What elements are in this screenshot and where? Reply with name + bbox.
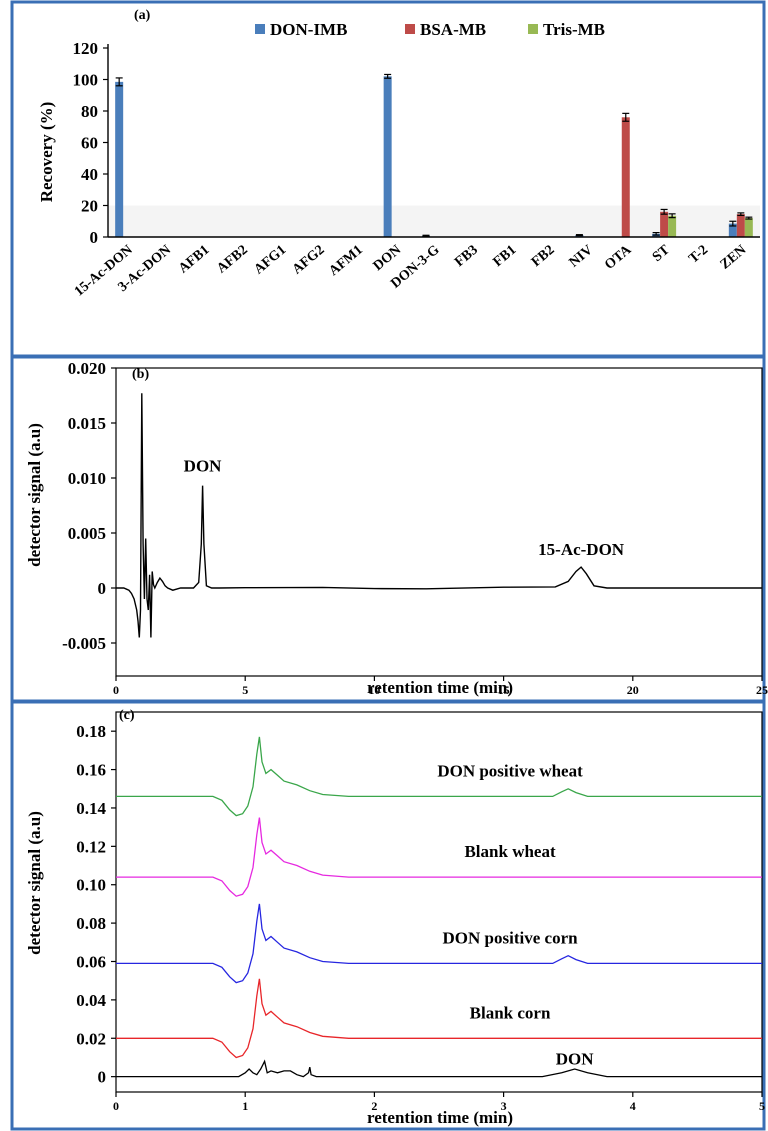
- panel-b-y-tick-label: 0.005: [68, 524, 106, 543]
- bar-bsa-mb: [660, 211, 669, 237]
- panel-c-x-tick-label: 3: [501, 1099, 507, 1113]
- trace-don-positive-corn: [116, 903, 762, 984]
- panel-b-y-tick-label: 0.020: [68, 359, 106, 378]
- bar-tris-mb: [668, 215, 677, 237]
- bar-bsa-mb: [736, 214, 745, 237]
- panel-c-y-tick-label: 0: [98, 1068, 107, 1087]
- panel-c-y-tick-label: 0.18: [76, 722, 106, 741]
- panel-b-x-axis-title: retention time (min): [367, 678, 513, 697]
- panel-a-plot-band: [108, 205, 760, 237]
- panel-c-y-tick-label: 0.12: [76, 837, 106, 856]
- peak-label: DON: [184, 457, 223, 476]
- panel-c-x-tick-label: 5: [759, 1099, 765, 1113]
- panel-c-y-tick-label: 0.14: [76, 799, 106, 818]
- panel-a-legend: DON-IMB BSA-MB Tris-MB: [255, 20, 605, 39]
- panel-b-x-tick-label: 20: [627, 683, 639, 697]
- panel-b-y-tick-label: 0.015: [68, 414, 106, 433]
- series-label: DON positive wheat: [437, 761, 583, 780]
- panel-a-y-tick-label: 20: [81, 197, 98, 216]
- legend-swatch-bsa-mb: [405, 24, 415, 34]
- bar-don-imb: [728, 223, 737, 237]
- panel-a-label: (a): [134, 8, 151, 23]
- panel-a-y-tick-label: 100: [73, 71, 99, 90]
- panel-c-x-tick-label: 0: [113, 1099, 119, 1113]
- panel-c-y-axis-title: detector signal (a.u): [25, 811, 44, 955]
- trace-don-positive-wheat: [116, 736, 762, 817]
- panel-b-y-tick-label: 0: [98, 579, 107, 598]
- panel-c-y-tick-label: 0.06: [76, 952, 106, 971]
- panel-c-y-tick-label: 0.16: [76, 761, 106, 780]
- trace-blank-wheat: [116, 817, 762, 897]
- legend-label-bsa-mb: BSA-MB: [420, 20, 486, 39]
- panel-c-x-tick-label: 4: [630, 1099, 636, 1113]
- series-label: DON positive corn: [443, 928, 579, 947]
- panel-a-y-tick-label: 60: [81, 134, 98, 153]
- panel-b-x-tick-label: 0: [113, 683, 119, 697]
- panel-b-x-tick-label: 25: [756, 683, 768, 697]
- bar-don-imb: [115, 81, 124, 237]
- chromatogram-panel-b: (b) detector signal (a.u) retention time…: [25, 359, 768, 697]
- panel-b-y-tick-label: -0.005: [62, 634, 106, 653]
- trace-blank-corn: [116, 978, 762, 1059]
- series-label: DON: [556, 1050, 595, 1069]
- trace-don: [116, 1059, 762, 1078]
- panel-b-x-tick-label: 5: [242, 683, 248, 697]
- panel-a-y-tick-label: 40: [81, 165, 98, 184]
- panel-a-y-axis-title: Recovery (%): [37, 102, 56, 203]
- panel-c-x-tick-label: 2: [371, 1099, 377, 1113]
- bar-tris-mb: [744, 218, 753, 237]
- panel-b-x-tick-label: 10: [368, 683, 380, 697]
- series-label: Blank corn: [470, 1003, 551, 1022]
- panel-c-x-tick-label: 1: [242, 1099, 248, 1113]
- chromatogram-trace: [116, 393, 762, 638]
- legend-swatch-don-imb: [255, 24, 265, 34]
- panel-c-x-axis-title: retention time (min): [367, 1108, 513, 1127]
- panel-a-y-tick-label: 80: [81, 102, 98, 121]
- bar-don-imb: [383, 76, 392, 237]
- panel-c-frame: [10, 700, 766, 1131]
- panel-c-y-tick-label: 0.02: [76, 1029, 106, 1048]
- panel-b-y-axis-title: detector signal (a.u): [25, 423, 44, 567]
- legend-swatch-tris-mb: [528, 24, 538, 34]
- legend-label-don-imb: DON-IMB: [270, 20, 347, 39]
- panel-a-y-tick-label: 0: [90, 228, 99, 247]
- panel-c-label: (c): [119, 708, 135, 723]
- peak-label: 15-Ac-DON: [538, 540, 625, 559]
- panel-b-y-tick-label: 0.010: [68, 469, 106, 488]
- panel-c-y-tick-label: 0.08: [76, 914, 106, 933]
- panel-c-plot-frame: [115, 711, 763, 1093]
- panel-c-y-tick-label: 0.04: [76, 991, 106, 1010]
- series-label: Blank wheat: [464, 842, 555, 861]
- panel-b-x-tick-label: 15: [498, 683, 510, 697]
- bar-bsa-mb: [621, 117, 630, 237]
- panel-b-plot-frame: [115, 367, 763, 677]
- chromatogram-panel-c: (c) detector signal (a.u) retention time…: [25, 708, 765, 1127]
- panel-a-y-tick-label: 120: [73, 39, 99, 58]
- panel-c-y-tick-label: 0.10: [76, 876, 106, 895]
- legend-label-tris-mb: Tris-MB: [543, 20, 605, 39]
- panel-b-label: (b): [132, 367, 149, 382]
